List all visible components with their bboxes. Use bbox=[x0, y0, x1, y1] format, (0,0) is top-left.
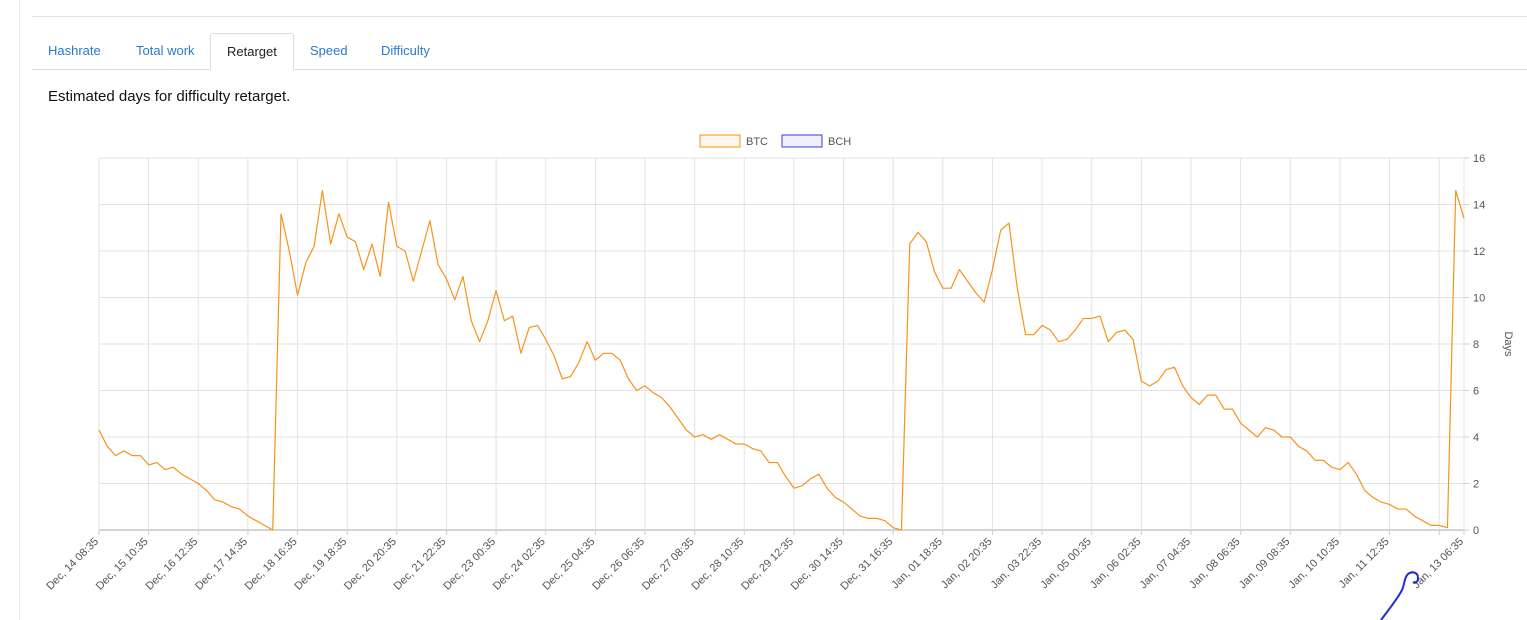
y-tick-label: 14 bbox=[1473, 200, 1485, 212]
x-tick-label: Jan, 09 08:35 bbox=[1237, 536, 1293, 592]
tab[interactable]: Retarget bbox=[210, 33, 294, 70]
x-tick-label: Jan, 03 22:35 bbox=[989, 536, 1045, 592]
pen-annotation bbox=[1380, 571, 1420, 620]
y-tick-label: 2 bbox=[1473, 479, 1479, 491]
x-tick-label: Jan, 07 04:35 bbox=[1137, 536, 1193, 592]
tab[interactable]: Hashrate bbox=[48, 43, 101, 58]
x-tick-label: Jan, 10 10:35 bbox=[1286, 536, 1342, 592]
legend-label: BTC bbox=[746, 136, 768, 148]
legend-swatch bbox=[699, 134, 741, 148]
tab-bar: Hashrate Total work Retarget Speed Difficult… bbox=[32, 33, 1527, 70]
x-tick-label: Jan, 06 02:35 bbox=[1088, 536, 1144, 592]
x-tick-label: Jan, 02 20:35 bbox=[939, 536, 995, 592]
y-tick-label: 8 bbox=[1473, 339, 1479, 351]
y-axis-title: Days bbox=[1502, 331, 1514, 357]
tab[interactable]: Speed bbox=[310, 43, 348, 58]
tab[interactable]: Total work bbox=[136, 43, 195, 58]
y-tick-label: 4 bbox=[1473, 432, 1479, 444]
x-tick-label: Jan, 13 06:35 bbox=[1410, 536, 1466, 592]
description: Estimated days for difficulty retarget. bbox=[48, 88, 291, 105]
x-tick-label: Dec, 31 16:35 bbox=[838, 536, 895, 593]
tab[interactable]: Difficulty bbox=[381, 43, 430, 58]
legend-label: BCH bbox=[828, 136, 851, 148]
series-line bbox=[98, 189, 1465, 531]
frame-border bbox=[19, 0, 20, 620]
y-tick-label: 12 bbox=[1473, 246, 1485, 258]
x-tick-label: Jan, 08 06:35 bbox=[1187, 536, 1243, 592]
x-tick-label: Jan, 01 18:35 bbox=[889, 536, 945, 592]
x-tick-label: Jan, 11 12:35 bbox=[1337, 536, 1392, 591]
y-tick-label: 16 bbox=[1473, 153, 1485, 165]
y-tick-label: 10 bbox=[1473, 293, 1485, 305]
legend-swatch bbox=[781, 134, 823, 148]
top-rule bbox=[32, 16, 1527, 17]
y-tick-label: 0 bbox=[1473, 525, 1479, 537]
y-tick-label: 6 bbox=[1473, 386, 1479, 398]
x-tick-label: Jan, 05 00:35 bbox=[1038, 536, 1094, 592]
